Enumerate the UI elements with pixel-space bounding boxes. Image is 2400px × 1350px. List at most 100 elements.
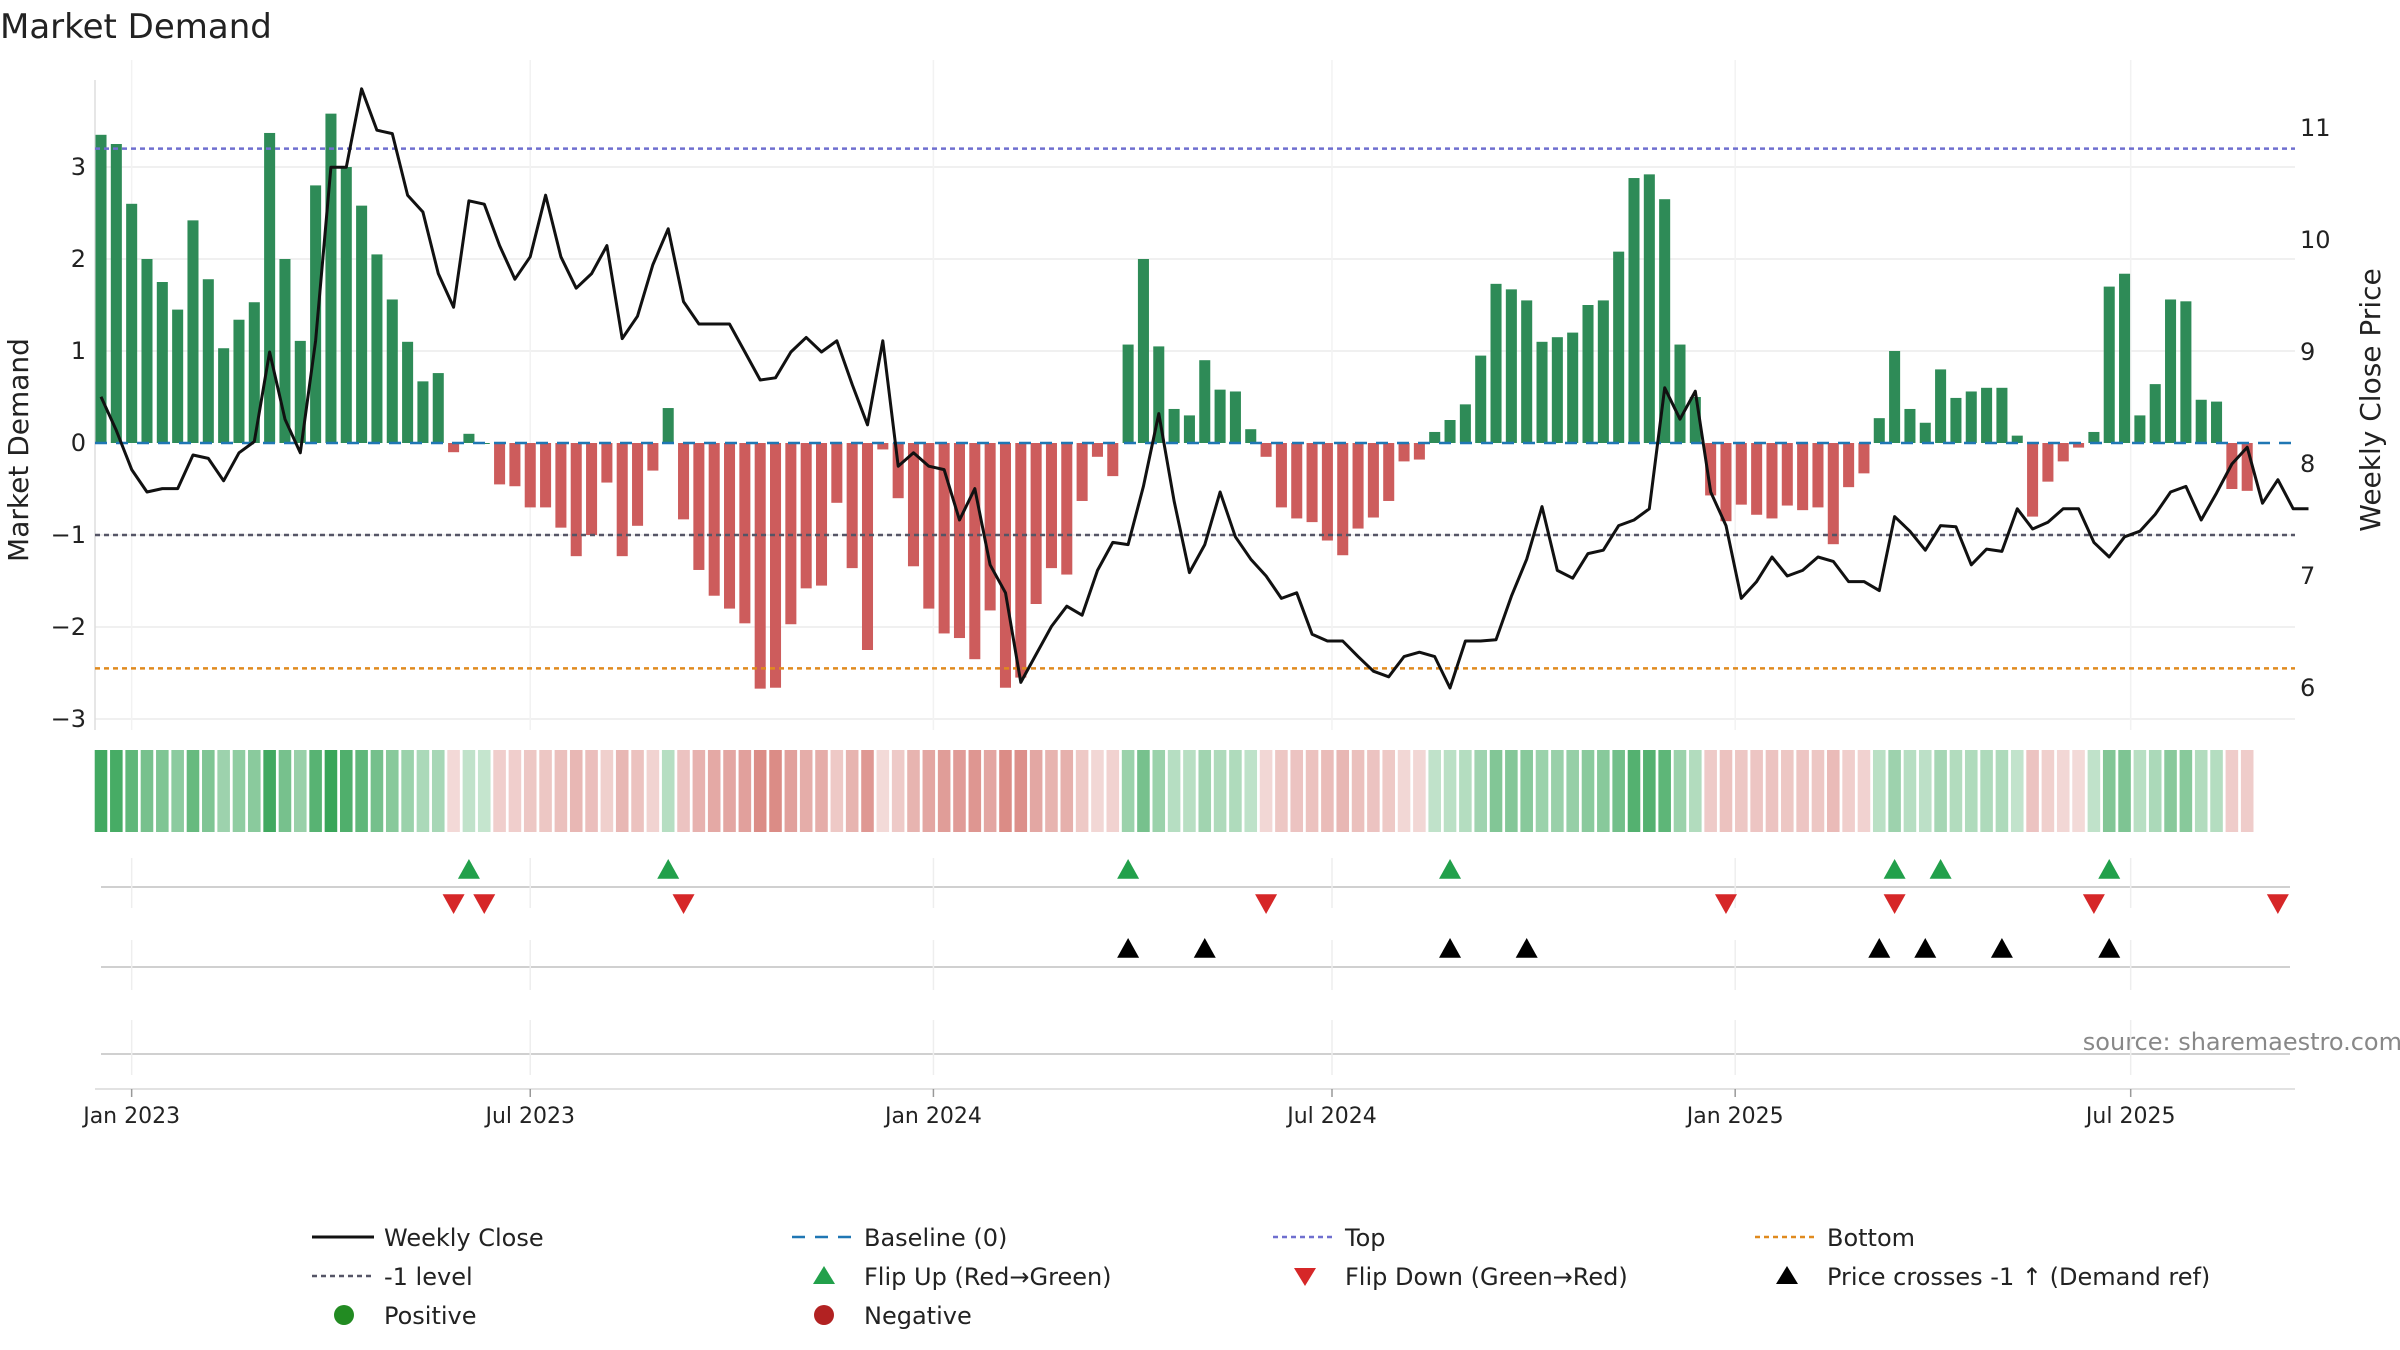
heat-cell — [1719, 750, 1733, 832]
demand-bar — [969, 443, 981, 660]
demand-bar — [371, 254, 383, 443]
demand-bar — [739, 443, 751, 624]
heat-cell — [278, 750, 292, 832]
demand-bar — [1015, 443, 1027, 678]
heat-cell — [1643, 750, 1656, 832]
heat-cell — [1290, 750, 1304, 832]
demand-bar — [1551, 337, 1563, 443]
heat-cell — [2087, 750, 2101, 832]
demand-bar — [754, 443, 766, 689]
heat-cell — [2010, 750, 2024, 832]
demand-bar — [1122, 344, 1134, 443]
heat-cell — [2026, 750, 2039, 832]
demand-bar — [1199, 360, 1211, 443]
heat-cell — [1980, 750, 1993, 832]
heat-cell — [1765, 750, 1779, 832]
demand-bar — [1091, 443, 1103, 457]
heat-cell — [1259, 750, 1273, 832]
demand-bar — [1689, 397, 1701, 443]
heat-cell — [1750, 750, 1763, 832]
demand-bar — [156, 282, 168, 443]
demand-bar — [770, 443, 782, 688]
heat-cell — [1689, 750, 1702, 832]
demand-bar — [846, 443, 858, 569]
heat-cell — [692, 750, 706, 832]
demand-bar — [1659, 199, 1671, 443]
demand-bar — [1597, 300, 1609, 443]
flip-up-marker — [1883, 859, 1906, 879]
demand-bar — [923, 443, 935, 609]
heat-cell — [1934, 750, 1947, 832]
heat-cell — [294, 750, 307, 832]
demand-bar — [1107, 443, 1119, 477]
demand-bar — [1030, 443, 1042, 604]
demand-bar — [340, 167, 352, 443]
demand-bar — [432, 373, 444, 443]
demand-bar — [202, 279, 214, 443]
heat-cell — [1229, 750, 1242, 832]
demand-bar — [2134, 415, 2146, 443]
y-ticks: 3 2 1 0 −1 −2 −3 — [51, 153, 86, 733]
demand-bar — [2027, 443, 2039, 517]
flip-up-marker — [657, 859, 680, 879]
demand-bar — [356, 205, 368, 443]
heat-cell — [94, 750, 108, 832]
price-cross-marker — [2098, 938, 2121, 958]
demand-bar — [218, 348, 230, 443]
heat-cell — [1244, 750, 1258, 832]
heat-cell — [845, 750, 859, 832]
demand-bar — [1935, 369, 1947, 443]
heat-cell — [1581, 750, 1595, 832]
heat-cell — [370, 750, 384, 832]
demand-bar — [187, 220, 199, 443]
heat-cell — [1152, 750, 1166, 832]
heat-cell — [2118, 750, 2131, 832]
demand-bar — [1536, 341, 1548, 443]
heat-cell — [2240, 750, 2254, 832]
demand-bar — [1643, 174, 1655, 444]
demand-bar — [509, 443, 521, 487]
y-tick-label: 1 — [71, 337, 86, 365]
demand-bar — [2149, 384, 2161, 443]
heat-cell — [248, 750, 261, 832]
demand-bar — [264, 132, 276, 443]
heat-cell — [1045, 750, 1058, 832]
demand-bar — [1505, 289, 1517, 443]
heat-cell — [953, 750, 966, 832]
heat-cell — [1995, 750, 2009, 832]
demand-bar — [953, 443, 965, 639]
demand-bar — [1367, 443, 1379, 518]
demand-bar — [2180, 301, 2192, 443]
legend-label: Negative — [864, 1302, 972, 1330]
heat-cell — [1964, 750, 1978, 832]
demand-bar — [1843, 443, 1855, 488]
demand-bar — [310, 185, 322, 443]
heat-cell — [1627, 750, 1641, 832]
heat-cell — [2164, 750, 2177, 832]
x-tick-label: Jul 2025 — [2084, 1104, 2176, 1129]
heat-cell — [631, 750, 644, 832]
demand-bar — [1705, 443, 1717, 496]
flip-down-marker — [442, 894, 465, 914]
heat-cell — [2072, 750, 2085, 832]
demand-bar — [2103, 286, 2115, 443]
demand-bar — [1720, 443, 1732, 522]
demand-bar — [2165, 299, 2177, 443]
demand-bar — [448, 443, 460, 453]
heat-cell — [1305, 750, 1319, 832]
heat-cell — [2179, 750, 2193, 832]
heat-cell — [661, 750, 675, 832]
flip-down-marker — [2266, 894, 2289, 914]
demand-bar — [1521, 300, 1533, 443]
demand-bar — [815, 443, 828, 586]
legend-flip-down-swatch — [1294, 1268, 1316, 1286]
heat-cell — [1658, 750, 1671, 832]
demand-bar — [2088, 431, 2100, 443]
heat-cell — [1735, 750, 1748, 832]
flip-up-marker — [457, 859, 480, 879]
demand-bar — [1735, 443, 1747, 505]
price-cross-marker — [1439, 938, 1462, 958]
demand-bar — [1153, 346, 1165, 443]
heat-cell — [1918, 750, 1932, 832]
y-tick-label: 2 — [71, 245, 86, 273]
